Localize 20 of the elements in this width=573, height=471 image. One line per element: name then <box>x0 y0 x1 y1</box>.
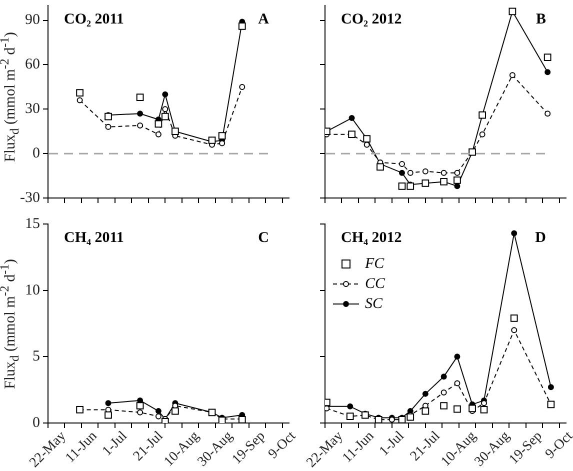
legend-label: FC <box>364 256 386 272</box>
chart-title: CO₂ 2012 <box>341 11 402 28</box>
chart-title: CH₄ 2012 <box>341 230 402 246</box>
y-tick-label: 90 <box>25 12 40 28</box>
y-tick-label: 10 <box>25 282 40 298</box>
y-tick-label: 15 <box>25 216 40 232</box>
y-tick-label: 60 <box>25 56 40 73</box>
y-tick-label: 0 <box>32 414 40 431</box>
annotation: B <box>536 11 546 28</box>
annotation: A <box>258 11 270 28</box>
y-tick-label: 30 <box>25 101 40 118</box>
annotation: D <box>535 230 546 246</box>
legend-label: SC <box>365 296 384 312</box>
y-tick-label: -30 <box>20 190 40 206</box>
legend-label: CC <box>365 276 386 292</box>
y-tick-label: 0 <box>32 146 40 162</box>
chart-title: CH₄ 2011 <box>64 230 124 246</box>
chart-title: CO₂ 2011 <box>64 11 124 28</box>
annotation: C <box>258 230 269 246</box>
y-tick-label: 5 <box>32 348 40 365</box>
